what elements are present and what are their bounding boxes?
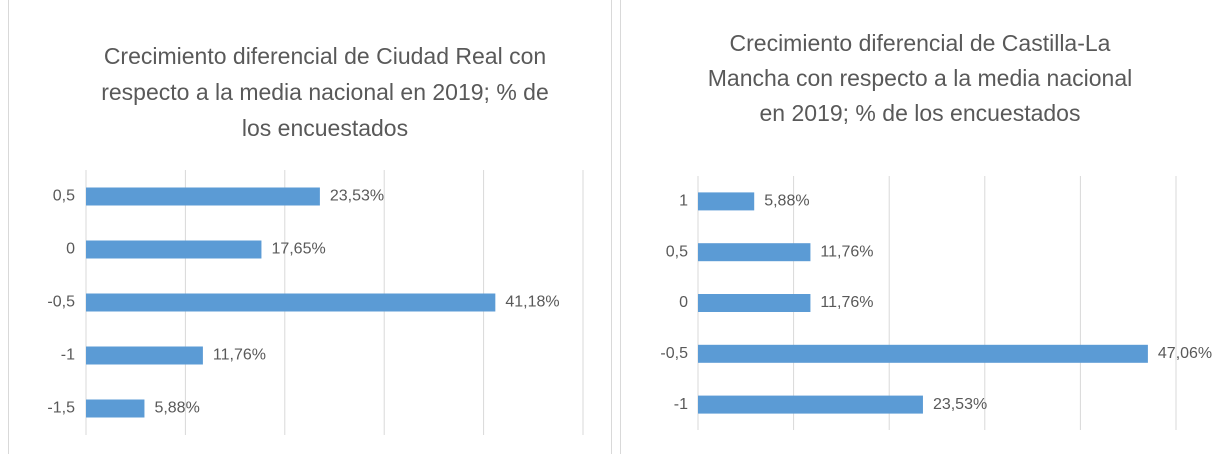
bar	[86, 293, 496, 312]
data-label: 5,88%	[154, 400, 199, 417]
chart-title: Crecimiento diferencial de Castilla-La M…	[707, 30, 1133, 126]
chart-title: Crecimiento diferencial de Ciudad Real c…	[101, 43, 549, 141]
data-label: 11,76%	[213, 347, 266, 364]
bar	[698, 243, 811, 262]
chart-border	[620, 0, 621, 454]
bar	[86, 346, 203, 365]
data-label: 17,65%	[271, 241, 325, 258]
y-tick-label: -1	[61, 347, 75, 364]
data-label: 41,18%	[505, 294, 559, 311]
y-tick-label: 0,5	[53, 188, 75, 205]
y-tick-label: 0	[66, 241, 75, 258]
bar	[86, 399, 145, 418]
y-tick-label: -0,5	[47, 294, 75, 311]
data-label: 11,76%	[820, 243, 873, 260]
data-label: 11,76%	[820, 294, 873, 311]
data-label: 23,53%	[330, 188, 384, 205]
bar	[698, 294, 811, 312]
bar	[86, 240, 262, 259]
y-tick-label: -1,5	[47, 400, 75, 417]
bar	[698, 192, 755, 211]
y-tick-label: -0,5	[660, 345, 688, 362]
data-label: 47,06%	[1158, 345, 1212, 362]
bar	[698, 344, 1148, 363]
y-tick-label: 0,5	[666, 243, 688, 260]
chart-border	[8, 0, 612, 454]
bar	[698, 395, 923, 414]
y-tick-label: 0	[679, 294, 688, 311]
data-label: 5,88%	[764, 193, 809, 210]
y-tick-label: 1	[679, 193, 688, 210]
data-label: 23,53%	[933, 396, 987, 413]
bar	[86, 187, 320, 206]
y-tick-label: -1	[674, 396, 688, 413]
